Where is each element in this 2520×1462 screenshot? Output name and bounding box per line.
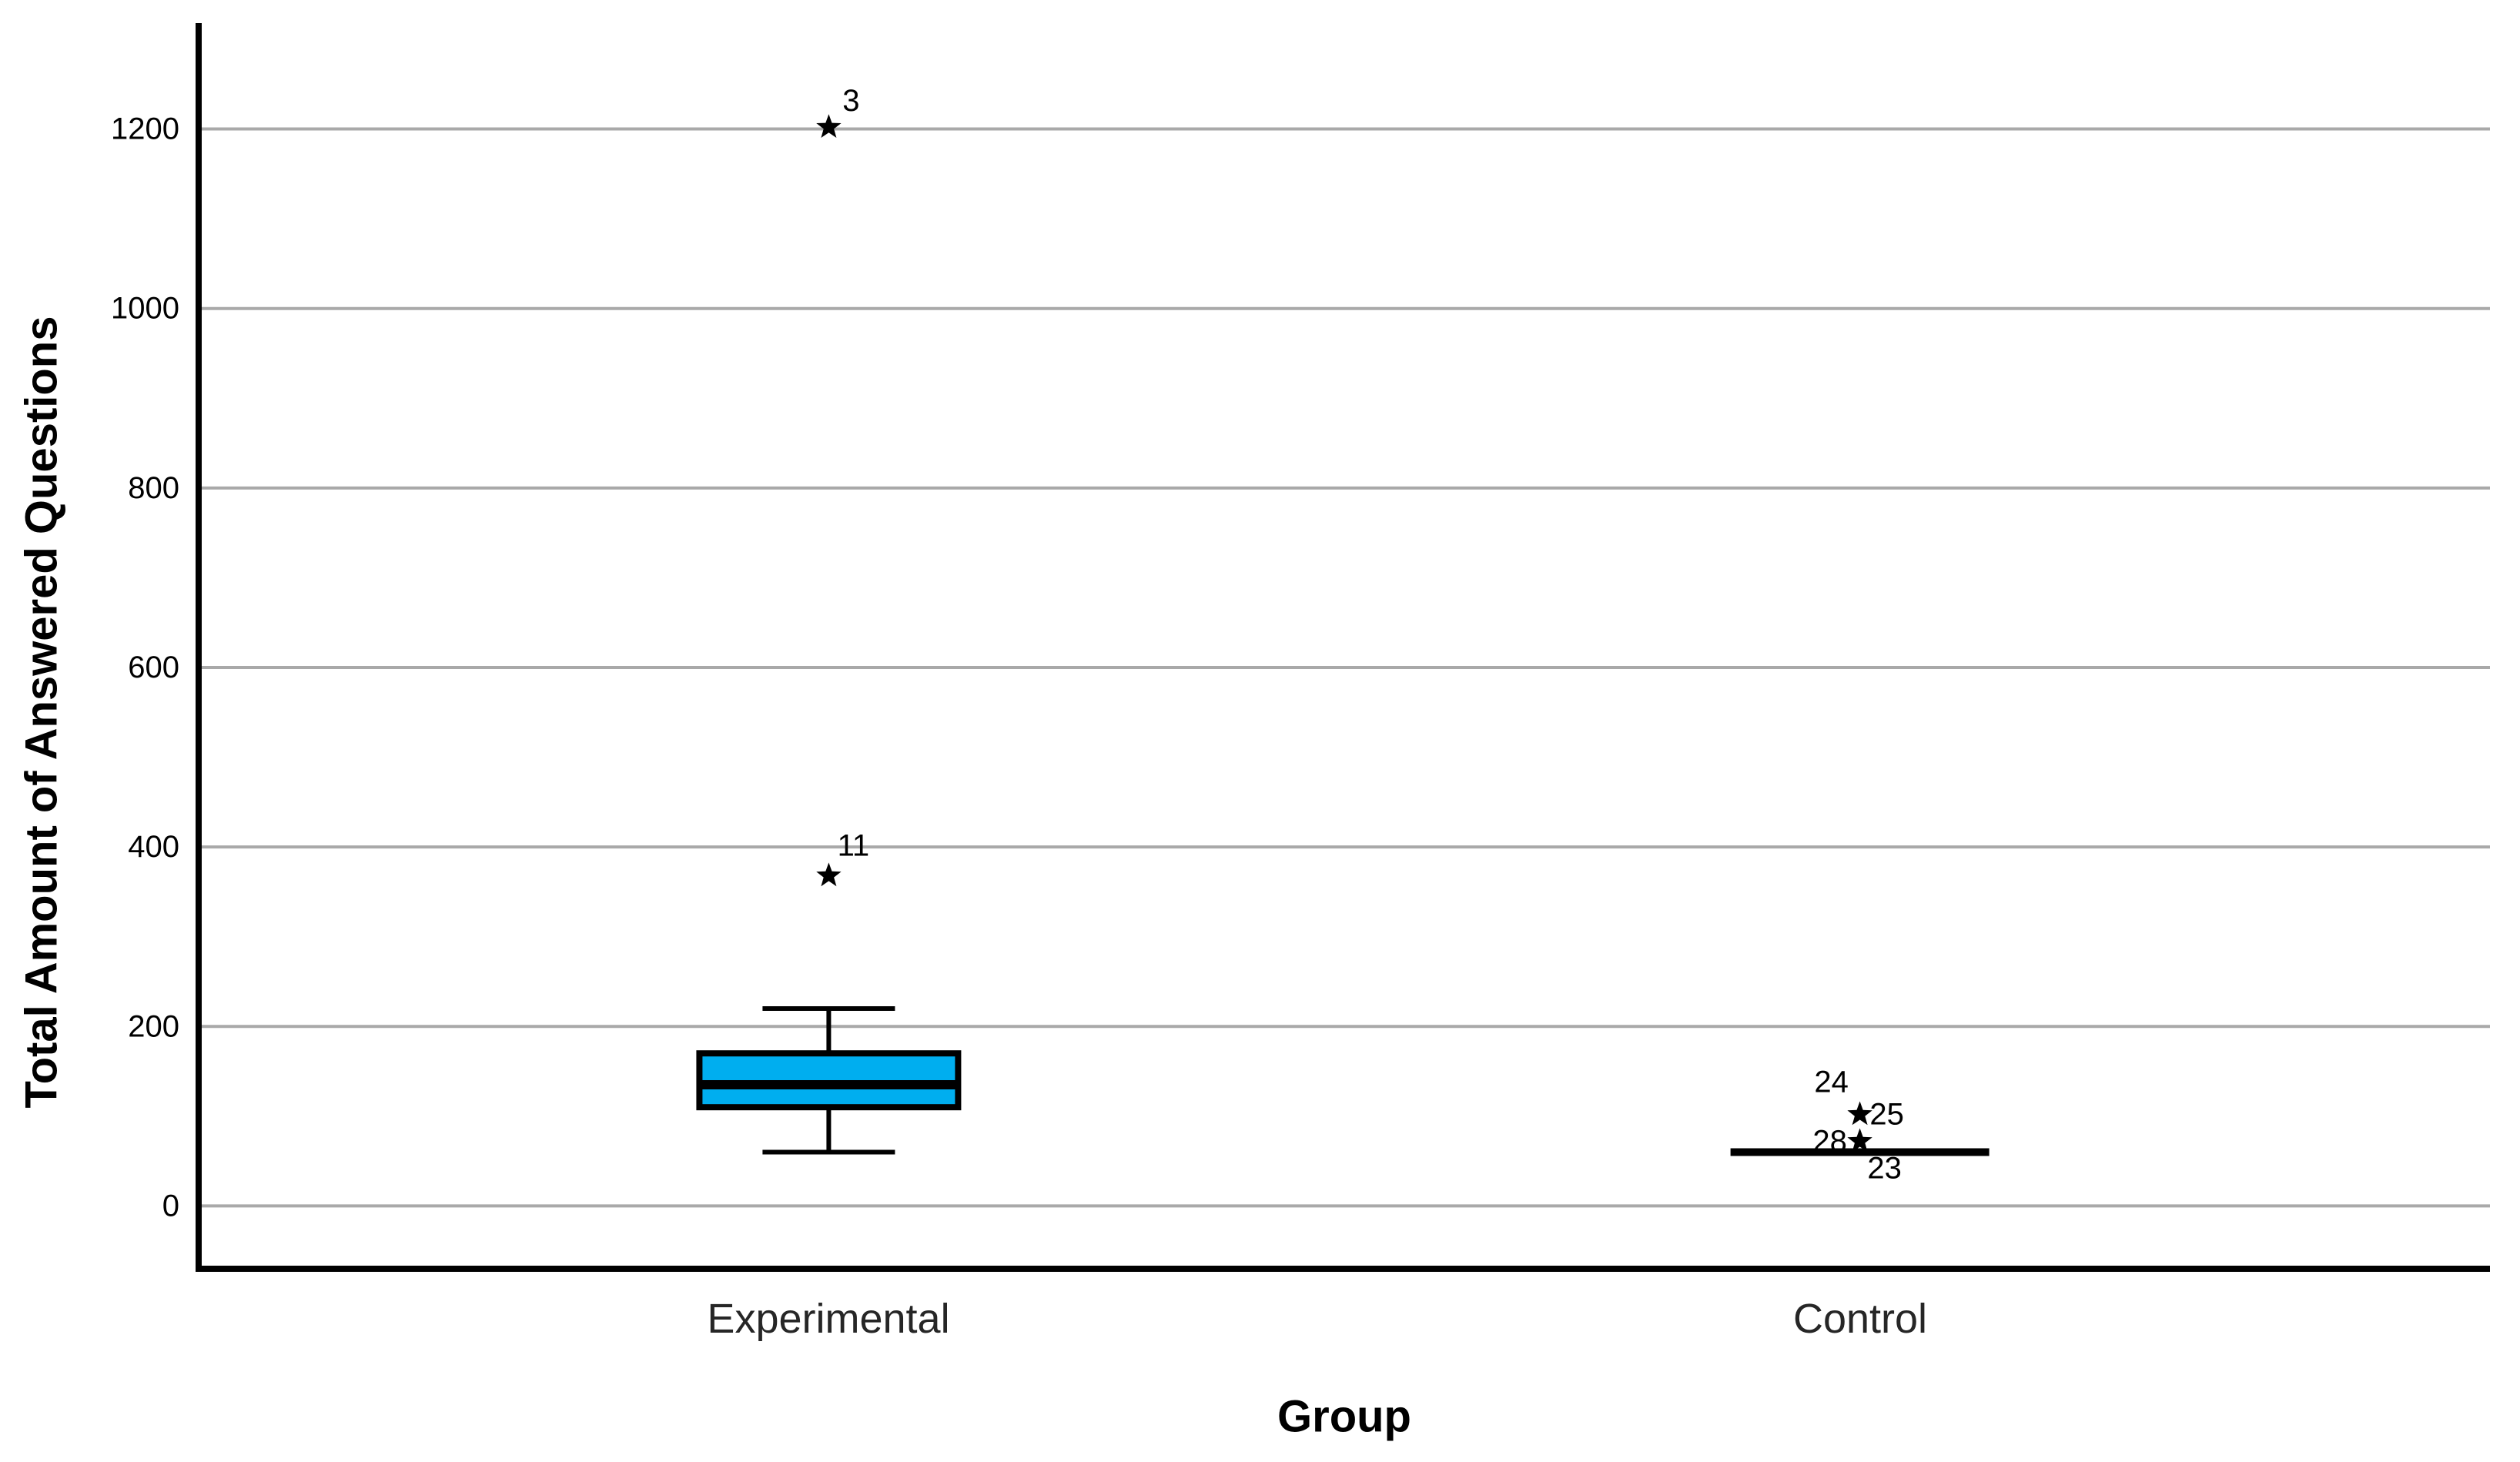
outlier-label-control-24: 24 bbox=[1814, 1066, 1849, 1099]
outlier-star-experimental-11 bbox=[816, 862, 842, 887]
outlier-label-control-25: 25 bbox=[1869, 1097, 1904, 1131]
outlier-label-experimental-11: 11 bbox=[838, 828, 870, 862]
outlier-star-control-25 bbox=[1847, 1101, 1872, 1126]
y-tick-label-200: 200 bbox=[128, 1009, 179, 1043]
y-tick-label-400: 400 bbox=[128, 830, 179, 864]
outlier-star-control-28 bbox=[1847, 1128, 1872, 1153]
y-tick-label-1200: 1200 bbox=[111, 112, 179, 146]
outlier-star-experimental-3 bbox=[816, 114, 842, 138]
category-label-experimental: Experimental bbox=[707, 1296, 950, 1342]
outlier-label-experimental-3: 3 bbox=[842, 84, 859, 118]
y-axis-title: Total Amount of Answered Questions bbox=[16, 316, 67, 1109]
y-tick-label-600: 600 bbox=[128, 651, 179, 684]
y-tick-label-800: 800 bbox=[128, 471, 179, 505]
outlier-label-control-23: 23 bbox=[1867, 1151, 1902, 1185]
y-tick-label-1000: 1000 bbox=[111, 292, 179, 326]
outlier-label-control-28: 28 bbox=[1812, 1124, 1847, 1158]
x-axis-title: Group bbox=[1277, 1391, 1411, 1442]
y-tick-label-0: 0 bbox=[162, 1189, 179, 1223]
category-label-control: Control bbox=[1792, 1296, 1928, 1342]
